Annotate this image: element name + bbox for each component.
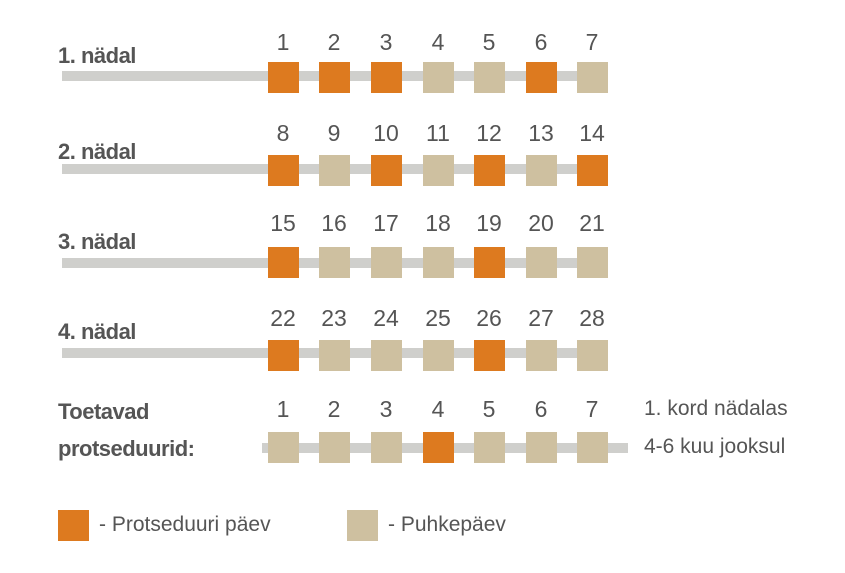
- day-number: 2: [327, 396, 341, 422]
- day-number: 7: [585, 29, 599, 55]
- procedure-day-square: [268, 247, 299, 278]
- rest-day-square: [577, 62, 608, 93]
- rest-day-square: [319, 247, 350, 278]
- rest-day-square: [371, 432, 402, 463]
- day-number: 20: [528, 210, 554, 236]
- day-number: 3: [379, 29, 393, 55]
- day-number: 14: [579, 120, 605, 146]
- day-number: 21: [579, 210, 605, 236]
- week-label: 2. nädal: [58, 139, 136, 164]
- legend-procedure-label: - Protseduuri päev: [99, 513, 271, 536]
- day-number: 24: [373, 305, 399, 331]
- rest-day-square: [423, 247, 454, 278]
- rest-day-square: [319, 432, 350, 463]
- procedure-day-square: [474, 247, 505, 278]
- duration-note: 4-6 kuu jooksul: [644, 435, 786, 458]
- week-label: 4. nädal: [58, 319, 136, 344]
- rest-day-square: [268, 432, 299, 463]
- legend-rest-label: - Puhkepäev: [388, 513, 506, 536]
- procedure-day-square: [474, 155, 505, 186]
- procedure-day-square: [526, 62, 557, 93]
- procedure-day-square: [268, 62, 299, 93]
- rest-day-square: [526, 340, 557, 371]
- rest-day-square: [423, 340, 454, 371]
- procedure-day-square: [371, 62, 402, 93]
- rest-day-square: [577, 432, 608, 463]
- legend-rest-swatch: [347, 510, 378, 541]
- rest-day-square: [577, 247, 608, 278]
- day-number: 2: [327, 29, 341, 55]
- day-number: 19: [476, 210, 502, 236]
- rest-day-square: [423, 62, 454, 93]
- day-number: 1: [276, 396, 290, 422]
- rest-day-square: [371, 340, 402, 371]
- day-number: 3: [379, 396, 393, 422]
- day-number: 4: [431, 29, 445, 55]
- day-number: 18: [425, 210, 451, 236]
- procedure-day-square: [423, 432, 454, 463]
- rest-day-square: [526, 432, 557, 463]
- day-number: 15: [270, 210, 296, 236]
- procedure-day-square: [474, 340, 505, 371]
- day-number: 5: [482, 29, 496, 55]
- legend-procedure-swatch: [58, 510, 89, 541]
- day-number: 6: [534, 29, 548, 55]
- procedure-day-square: [319, 62, 350, 93]
- day-number: 25: [425, 305, 451, 331]
- procedure-day-square: [577, 155, 608, 186]
- day-number: 1: [276, 29, 290, 55]
- rest-day-square: [423, 155, 454, 186]
- day-number: 12: [476, 120, 502, 146]
- day-number: 8: [276, 120, 290, 146]
- supporting-label-line2: protseduurid:: [58, 436, 195, 461]
- day-number: 22: [270, 305, 296, 331]
- rest-day-square: [319, 340, 350, 371]
- day-number: 27: [528, 305, 554, 331]
- day-number: 5: [482, 396, 496, 422]
- day-number: 17: [373, 210, 399, 236]
- day-number: 7: [585, 396, 599, 422]
- day-number: 9: [327, 120, 341, 146]
- day-number: 28: [579, 305, 605, 331]
- day-number: 11: [426, 120, 450, 146]
- rest-day-square: [319, 155, 350, 186]
- week-label: 1. nädal: [58, 43, 136, 68]
- day-number: 13: [528, 120, 554, 146]
- procedure-day-square: [268, 340, 299, 371]
- rest-day-square: [526, 247, 557, 278]
- frequency-note: 1. kord nädalas: [644, 397, 788, 420]
- procedure-day-square: [371, 155, 402, 186]
- day-number: 26: [476, 305, 502, 331]
- day-number: 4: [431, 396, 445, 422]
- rest-day-square: [474, 432, 505, 463]
- rest-day-square: [371, 247, 402, 278]
- rest-day-square: [577, 340, 608, 371]
- day-number: 23: [321, 305, 347, 331]
- procedure-day-square: [268, 155, 299, 186]
- rest-day-square: [474, 62, 505, 93]
- day-number: 10: [373, 120, 399, 146]
- week-label: 3. nädal: [58, 229, 136, 254]
- day-number: 16: [321, 210, 347, 236]
- day-number: 6: [534, 396, 548, 422]
- supporting-label-line1: Toetavad: [58, 399, 149, 424]
- rest-day-square: [526, 155, 557, 186]
